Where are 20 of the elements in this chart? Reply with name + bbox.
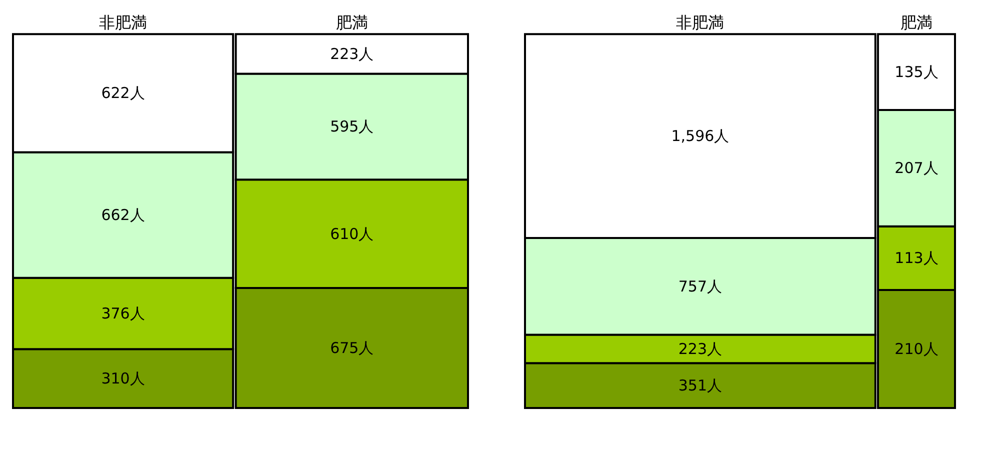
data-label: 135人: [894, 63, 938, 82]
data-label: 622人: [101, 84, 145, 102]
data-label: 223人: [678, 340, 722, 358]
data-label: 610人: [330, 224, 374, 243]
data-label: 210人: [894, 340, 938, 358]
data-label: 662人: [101, 206, 145, 224]
data-label: 757人: [678, 277, 722, 296]
data-label: 1,596人: [671, 127, 730, 146]
data-label: 351人: [678, 376, 722, 395]
data-label: 223人: [330, 44, 374, 63]
data-label: 113人: [894, 249, 938, 268]
category-label: 非肥満: [99, 13, 148, 32]
data-label: 595人: [330, 118, 374, 136]
data-label: 310人: [101, 370, 145, 388]
category-label: 非肥満: [676, 13, 724, 32]
data-label: 376人: [101, 304, 145, 322]
category-label: 肥満: [336, 13, 368, 32]
data-label: 207人: [894, 159, 938, 178]
data-label: 675人: [330, 339, 374, 358]
category-label: 肥満: [900, 13, 932, 32]
